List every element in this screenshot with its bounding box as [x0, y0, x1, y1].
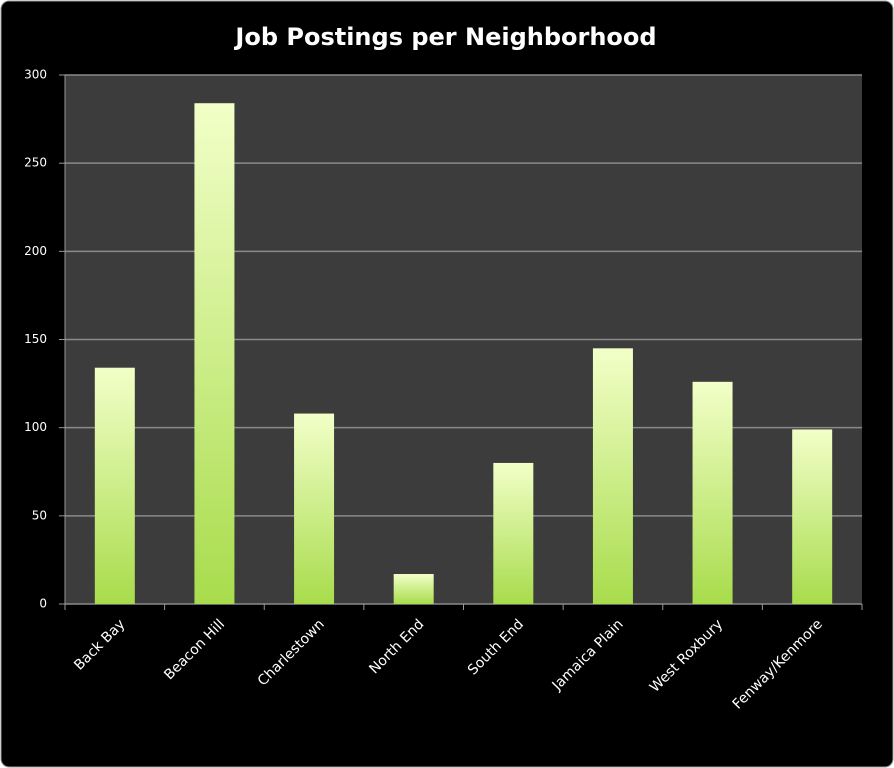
y-tick-label: 300 — [24, 68, 47, 82]
y-tick-label: 250 — [24, 156, 47, 170]
y-tick-label: 150 — [24, 332, 47, 346]
bar — [194, 103, 235, 605]
bar — [393, 574, 434, 604]
y-tick-label: 200 — [24, 244, 47, 258]
bar — [294, 413, 335, 604]
bar — [692, 381, 733, 604]
bar — [493, 462, 534, 604]
y-tick-label: 0 — [39, 597, 47, 611]
y-tick-label: 100 — [24, 420, 47, 434]
bar — [792, 429, 833, 604]
bar — [592, 348, 633, 604]
chart-title: Job Postings per Neighborhood — [233, 23, 656, 51]
y-tick-label: 50 — [32, 508, 47, 522]
bar — [94, 367, 135, 604]
